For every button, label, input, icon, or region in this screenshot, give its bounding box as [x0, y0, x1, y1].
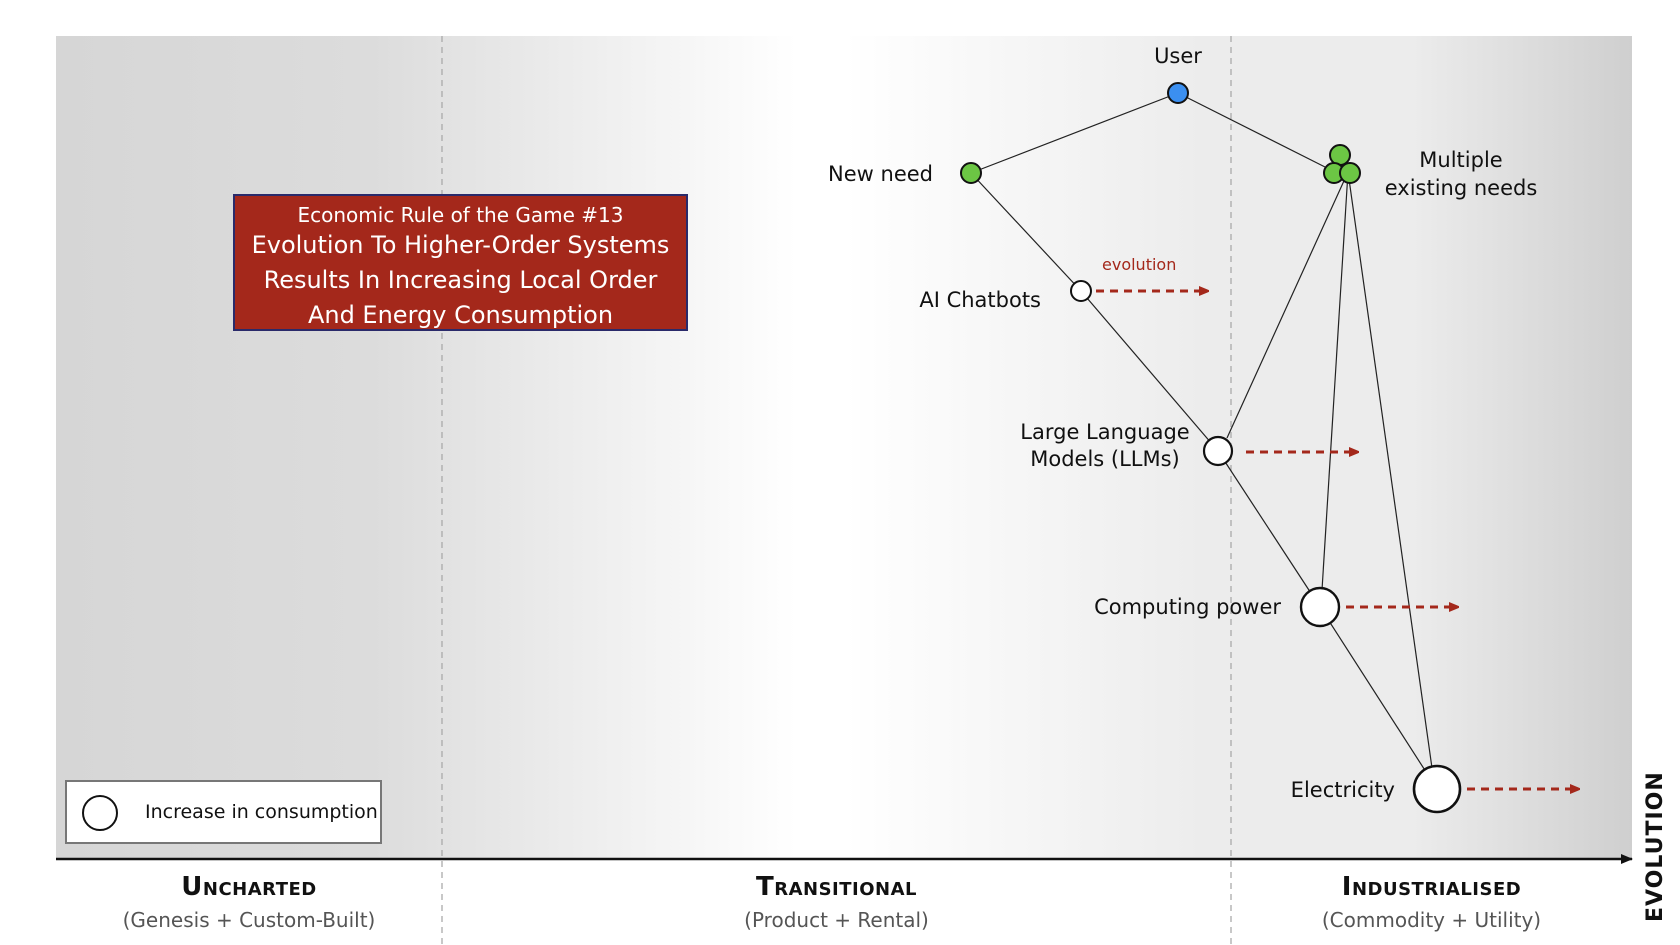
electricity-label: Electricity — [1291, 778, 1395, 802]
electricity-node[interactable] — [1412, 764, 1462, 814]
map-background — [56, 36, 1632, 858]
multiple-needs-node[interactable] — [1323, 144, 1361, 184]
stage-title-uncharted: Uncharted — [181, 872, 317, 902]
stage-title-transitional: Transitional — [756, 872, 917, 902]
user-node[interactable] — [1167, 82, 1189, 104]
computing-power-node[interactable] — [1299, 586, 1341, 628]
ai-chatbots-label: AI Chatbots — [919, 288, 1041, 312]
rule-box: Economic Rule of the Game #13 Evolution … — [233, 194, 688, 331]
rule-title-line-1: Evolution To Higher-Order Systems — [251, 231, 670, 259]
stage-title-industrialised: Industrialised — [1341, 872, 1522, 902]
user-label: User — [1154, 44, 1202, 68]
stage-subtitle-uncharted: (Genesis + Custom-Built) — [122, 908, 376, 932]
llms-label-1: Large Language — [1020, 420, 1189, 444]
multiple-needs-label-2: existing needs — [1385, 176, 1538, 200]
rule-kicker: Economic Rule of the Game #13 — [297, 203, 624, 227]
ai-chatbots-node[interactable] — [1070, 280, 1092, 302]
llms-label-2: Models (LLMs) — [1030, 447, 1180, 471]
legend: Increase in consumption — [65, 780, 382, 844]
computing-power-label: Computing power — [1094, 595, 1281, 619]
multiple-needs-label-1: Multiple — [1419, 148, 1502, 172]
legend-circle-icon — [82, 795, 118, 831]
llms-node[interactable] — [1202, 435, 1234, 467]
evolution-arrows — [1096, 291, 1579, 789]
rule-title-line-3: And Energy Consumption — [307, 301, 614, 329]
stage-subtitle-industrialised: (Commodity + Utility) — [1321, 908, 1542, 932]
stage-subtitle-transitional: (Product + Rental) — [744, 908, 929, 932]
evolution-label: evolution — [1102, 255, 1176, 274]
new-need-label: New need — [828, 162, 933, 186]
dependency-links — [970, 92, 1438, 790]
new-need-node[interactable] — [960, 162, 982, 184]
rule-title-line-2: Results In Increasing Local Order — [263, 266, 658, 294]
legend-label: Increase in consumption — [145, 801, 378, 823]
evolution-axis-label: EVOLUTION — [1643, 771, 1668, 922]
